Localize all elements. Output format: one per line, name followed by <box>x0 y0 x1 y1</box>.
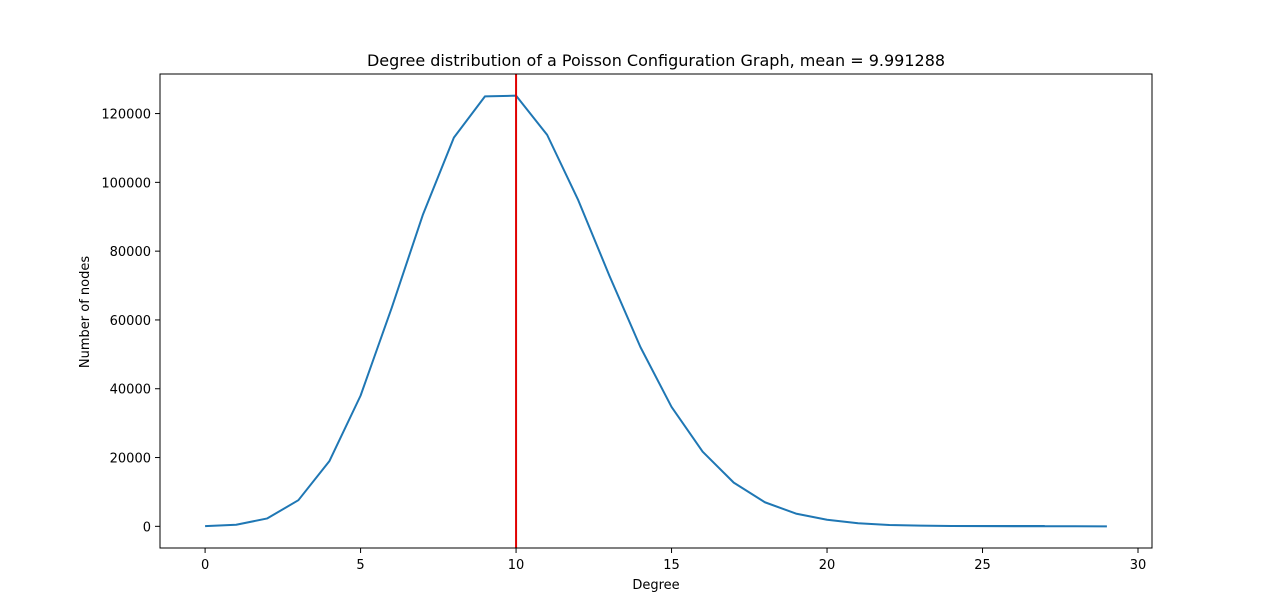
x-axis: 0 5 10 15 20 25 30 <box>201 548 1146 573</box>
x-tick-label: 5 <box>356 558 364 573</box>
y-tick-label: 120000 <box>101 108 151 123</box>
chart-title: Degree distribution of a Poisson Configu… <box>367 51 945 70</box>
x-tick-label: 10 <box>508 558 525 573</box>
y-tick-label: 80000 <box>110 245 151 260</box>
plot-area <box>159 73 1153 549</box>
x-tick-label: 30 <box>1130 558 1147 573</box>
y-tick-label: 20000 <box>110 452 151 467</box>
y-tick-label: 60000 <box>110 314 151 329</box>
y-axis: 0 20000 40000 60000 80000 100000 120000 <box>101 108 160 535</box>
y-tick-label: 40000 <box>110 383 151 398</box>
x-tick-label: 15 <box>663 558 680 573</box>
x-tick-label: 20 <box>819 558 836 573</box>
y-tick-label: 100000 <box>101 176 151 191</box>
y-tick-label: 0 <box>143 520 151 535</box>
x-tick-label: 0 <box>201 558 209 573</box>
plot-frame <box>159 73 1153 549</box>
y-axis-label: Number of nodes <box>78 256 93 368</box>
x-axis-label: Degree <box>632 578 679 593</box>
x-tick-label: 25 <box>974 558 991 573</box>
